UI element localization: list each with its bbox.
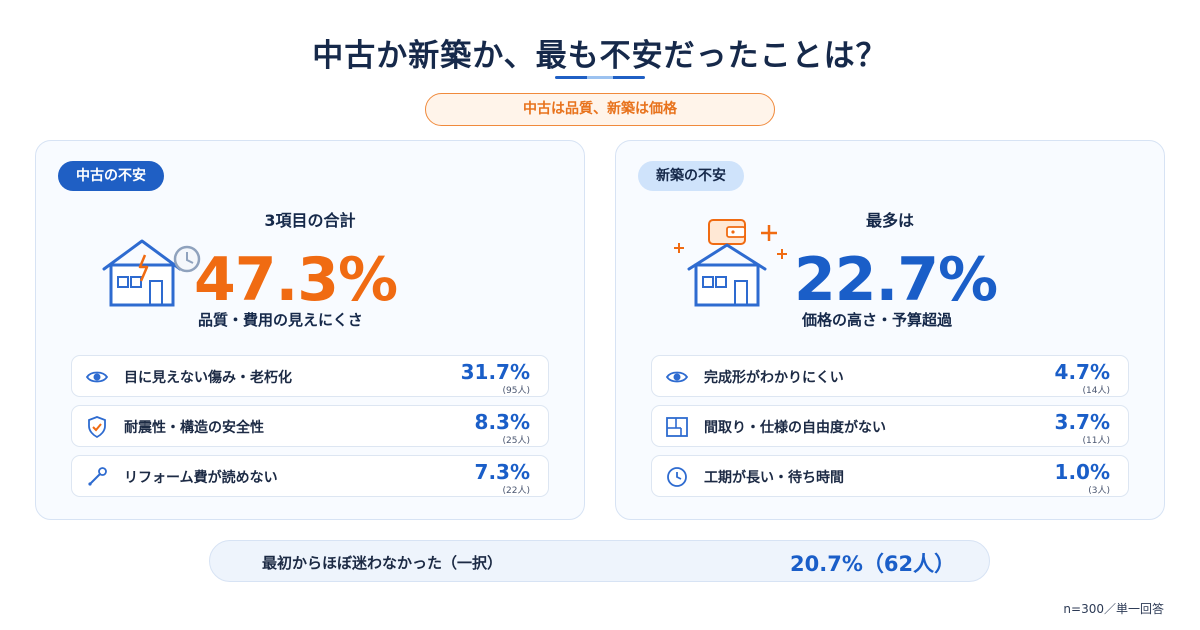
row-value: 4.7%	[1054, 360, 1110, 384]
row-count: (14人)	[1082, 386, 1110, 396]
list-item: 工期が長い・待ち時間 1.0% (3人)	[651, 455, 1129, 497]
row-count: (25人)	[502, 436, 530, 446]
row-value: 8.3%	[474, 410, 530, 434]
row-value: 1.0%	[1054, 460, 1110, 484]
used-home-headline: 3項目の合計	[264, 211, 356, 230]
page-title: 中古か新築か、最も不安だったことは？	[312, 38, 888, 74]
sample-footnote: n=300／単一回答	[1063, 602, 1164, 616]
row-label: 耐震性・構造の安全性	[124, 420, 264, 436]
new-home-panel: 新築の不安 最多は 22.7% 価格の高さ・予算超過 完成形がわかりにくい 4.…	[615, 140, 1165, 520]
cracked-house-icon	[102, 239, 201, 307]
new-home-tag: 新築の不安	[638, 161, 744, 191]
row-label: 工期が長い・待ち時間	[704, 470, 844, 486]
floor-plan-icon	[666, 417, 688, 437]
wrench-icon	[88, 467, 107, 486]
row-label: 完成形がわかりにくい	[704, 370, 844, 386]
new-home-total-caption: 価格の高さ・予算超過	[802, 311, 953, 329]
row-value: 31.7%	[460, 360, 530, 384]
row-label: 目に見えない傷み・老朽化	[124, 370, 292, 386]
eye-icon	[85, 371, 109, 383]
list-item: 耐震性・構造の安全性 8.3% (25人)	[71, 405, 549, 447]
no-hesitation-bar: 最初からほぼ迷わなかった（一択） 20.7%（62人）	[209, 540, 990, 582]
row-value: 3.7%	[1054, 410, 1110, 434]
row-count: (11人)	[1082, 436, 1110, 446]
row-count: (95人)	[502, 386, 530, 396]
used-home-panel: 中古の不安 3項目の合計 47.3% 品質・費用の見えにくさ 目に見えない傷み・…	[35, 140, 585, 520]
row-label: 間取り・仕様の自由度がない	[704, 420, 886, 436]
house-wallet-icon	[674, 219, 787, 307]
used-home-total-caption: 品質・費用の見えにくさ	[198, 311, 363, 329]
title-underline	[555, 76, 645, 79]
subtitle-pill: 中古は品質、新築は価格	[425, 93, 775, 126]
clock-icon	[667, 467, 687, 487]
row-count: (3人)	[1088, 486, 1110, 496]
list-item: 完成形がわかりにくい 4.7% (14人)	[651, 355, 1129, 397]
shield-check-icon	[88, 416, 106, 439]
new-home-headline: 最多は	[865, 211, 914, 230]
list-item: 目に見えない傷み・老朽化 31.7% (95人)	[71, 355, 549, 397]
eye-icon	[665, 371, 689, 383]
no-hesitation-label: 最初からほぼ迷わなかった（一択）	[262, 554, 503, 572]
row-count: (22人)	[502, 486, 530, 496]
row-value: 7.3%	[474, 460, 530, 484]
list-item: リフォーム費が読めない 7.3% (22人)	[71, 455, 549, 497]
list-item: 間取り・仕様の自由度がない 3.7% (11人)	[651, 405, 1129, 447]
new-home-total-value: 22.7%	[794, 245, 998, 315]
no-hesitation-value: 20.7%（62人）	[790, 552, 956, 576]
row-label: リフォーム費が読めない	[124, 470, 278, 486]
used-home-tag: 中古の不安	[58, 161, 164, 191]
used-home-total-value: 47.3%	[194, 245, 398, 315]
